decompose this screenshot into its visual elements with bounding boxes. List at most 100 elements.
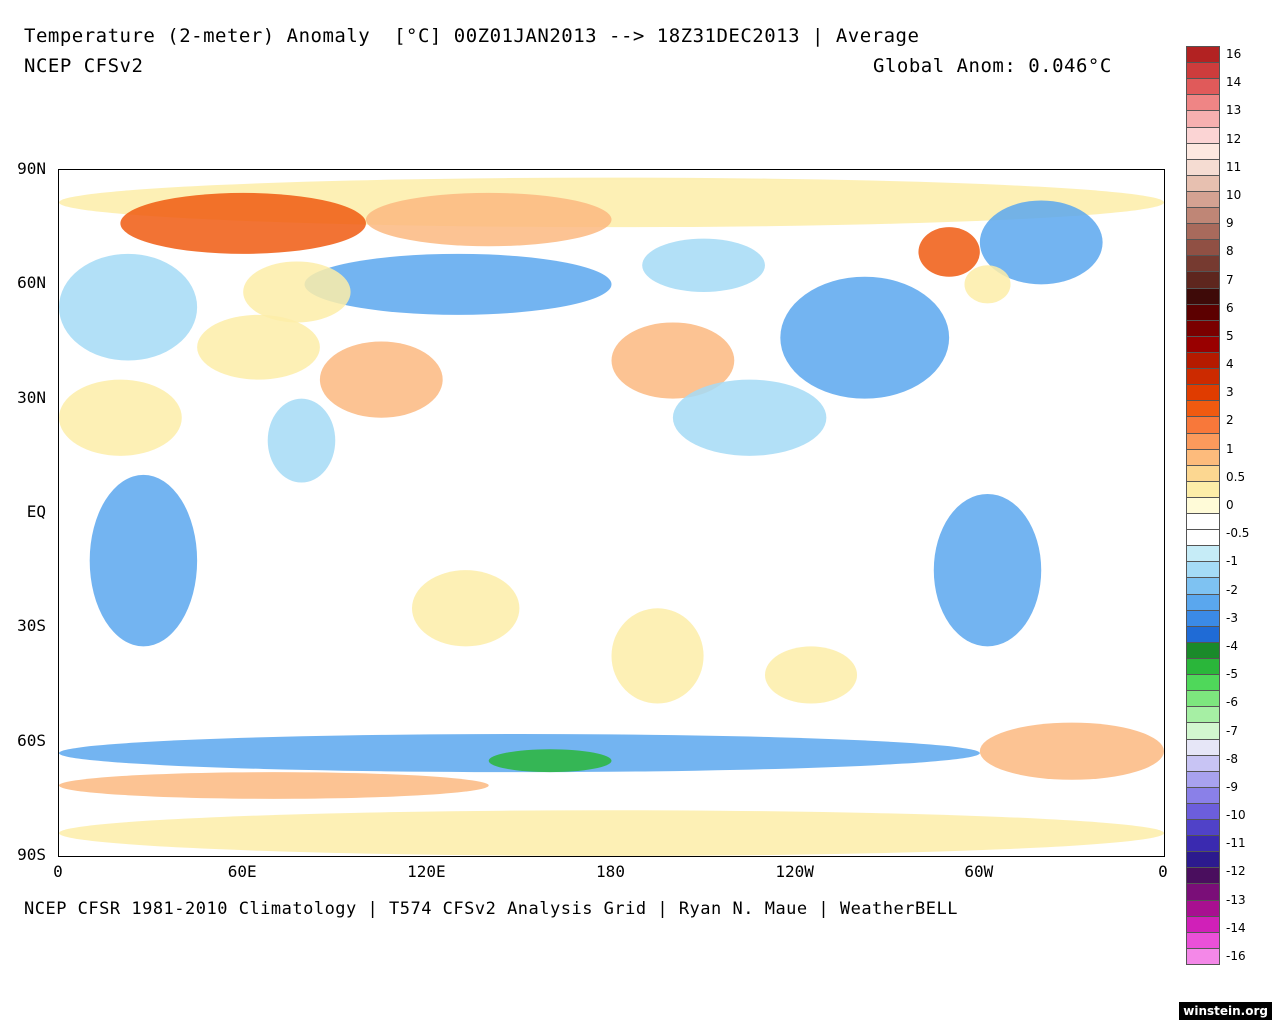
colorbar-swatch — [1186, 319, 1220, 337]
colorbar-swatch — [1186, 545, 1220, 563]
colorbar-swatch — [1186, 851, 1220, 869]
colorbar-label: -14 — [1226, 920, 1246, 935]
anomaly-region-north-pacific-warm — [611, 322, 735, 399]
colorbar-label: -5 — [1226, 667, 1238, 682]
colorbar-swatch — [1186, 62, 1220, 80]
colorbar-swatch — [1186, 223, 1220, 241]
colorbar-swatch — [1186, 690, 1220, 708]
colorbar-swatch — [1186, 335, 1220, 353]
colorbar-label: -7 — [1226, 723, 1238, 738]
lon-label: 0 — [1158, 862, 1168, 881]
lat-label: EQ — [26, 502, 46, 521]
colorbar-swatch — [1186, 239, 1220, 257]
colorbar-label: 14 — [1226, 75, 1242, 90]
map-title: Temperature (2-meter) Anomaly [°C] 00Z01… — [24, 25, 920, 47]
colorbar-swatch — [1186, 448, 1220, 466]
colorbar-swatch — [1186, 706, 1220, 724]
colorbar-swatch — [1186, 625, 1220, 643]
lat-label: 30S — [17, 616, 46, 636]
anomaly-region-subtropical-east-pacific — [672, 379, 827, 456]
colorbar-label: 11 — [1226, 159, 1242, 174]
global-anomaly: Global Anom: 0.046°C — [873, 55, 1112, 77]
anomaly-region-barents-kara — [120, 192, 366, 254]
anomaly-region-south-america — [933, 493, 1042, 647]
lon-label: 120W — [775, 862, 814, 881]
colorbar-label: -1 — [1226, 554, 1238, 569]
colorbar-swatch — [1186, 529, 1220, 547]
anomaly-region-north-america — [780, 276, 950, 399]
colorbar-swatch — [1186, 883, 1220, 901]
colorbar-label: 6 — [1226, 300, 1234, 315]
anomaly-region-eastern-siberia — [304, 253, 612, 315]
colorbar-label: 8 — [1226, 244, 1234, 259]
colorbar-label: 0 — [1226, 498, 1234, 512]
colorbar-swatch — [1186, 609, 1220, 627]
colorbar-swatch — [1186, 867, 1220, 885]
colorbar-label: -2 — [1226, 582, 1238, 597]
colorbar-label: 9 — [1226, 216, 1234, 231]
colorbar-swatch — [1186, 480, 1220, 498]
anomaly-region-tasman-south-pacific — [611, 608, 704, 704]
colorbar-swatch — [1186, 561, 1220, 579]
colorbar-swatch — [1186, 770, 1220, 788]
colorbar-label: 1 — [1226, 441, 1234, 456]
colorbar-swatch — [1186, 158, 1220, 176]
watermark: winstein.org — [1179, 1002, 1272, 1020]
colorbar-swatch — [1186, 513, 1220, 531]
anomaly-region-europe — [59, 253, 198, 361]
colorbar-label: -10 — [1226, 808, 1246, 823]
colorbar-label: -11 — [1226, 836, 1246, 851]
colorbar-swatch — [1186, 674, 1220, 692]
footer-credits: NCEP CFSR 1981-2010 Climatology | T574 C… — [24, 899, 958, 919]
colorbar-swatch — [1186, 303, 1220, 321]
colorbar-label: -13 — [1226, 892, 1246, 907]
colorbar-swatch — [1186, 802, 1220, 821]
colorbar-label: -9 — [1226, 779, 1238, 794]
colorbar-swatch — [1186, 368, 1220, 386]
colorbar-label: -8 — [1226, 751, 1238, 766]
anomaly-region-labrador — [964, 265, 1011, 304]
colorbar-label: 13 — [1226, 103, 1242, 118]
colorbar-swatch — [1186, 207, 1220, 225]
anomaly-region-ross-sea-green — [488, 749, 612, 773]
colorbar-swatch — [1186, 819, 1220, 837]
lon-label: 60E — [227, 862, 257, 881]
colorbar-label: -4 — [1226, 638, 1238, 653]
anomaly-region-greenland — [979, 200, 1103, 285]
colorbar-swatch — [1186, 432, 1220, 450]
colorbar-swatch — [1186, 464, 1220, 482]
colorbar-label: 4 — [1226, 357, 1234, 372]
colorbar-swatch — [1186, 142, 1220, 160]
anomaly-region-laptev-siberian — [365, 192, 612, 247]
colorbar-swatch — [1186, 255, 1220, 273]
colorbar-swatch — [1186, 110, 1220, 128]
colorbar-swatch — [1186, 174, 1220, 192]
colorbar-swatch — [1186, 94, 1220, 112]
colorbar-swatch — [1186, 78, 1220, 96]
anomaly-region-india — [267, 398, 336, 483]
anomaly-map-svg — [59, 177, 1164, 856]
anomaly-region-china-plateau — [319, 341, 443, 418]
colorbar-swatch — [1186, 496, 1220, 515]
colorbar-swatch — [1186, 126, 1220, 144]
colorbar-swatch — [1186, 658, 1220, 676]
colorbar-swatch — [1186, 271, 1220, 289]
colorbar-swatch — [1186, 641, 1220, 659]
colorbar-swatch — [1186, 190, 1220, 209]
anomaly-region-africa-east — [89, 474, 198, 647]
anomaly-region-australia — [411, 570, 520, 647]
anomaly-region-east-antarctic-coast — [59, 772, 489, 799]
colorbar-swatch — [1186, 786, 1220, 804]
colorbar-label: 5 — [1226, 328, 1234, 343]
colorbar-label: 0.5 — [1226, 469, 1246, 484]
colorbar-swatch — [1186, 915, 1220, 933]
colorbar-swatch — [1186, 577, 1220, 595]
colorbar-swatch — [1186, 738, 1220, 756]
colorbar-label: 10 — [1226, 187, 1242, 202]
anomaly-region-baffin — [918, 227, 980, 277]
colorbar-label: -3 — [1226, 610, 1238, 625]
colorbar-swatch — [1186, 947, 1220, 965]
lat-label: 30N — [17, 387, 46, 407]
colorbar-swatch — [1186, 46, 1220, 64]
colorbar-swatch — [1186, 835, 1220, 853]
